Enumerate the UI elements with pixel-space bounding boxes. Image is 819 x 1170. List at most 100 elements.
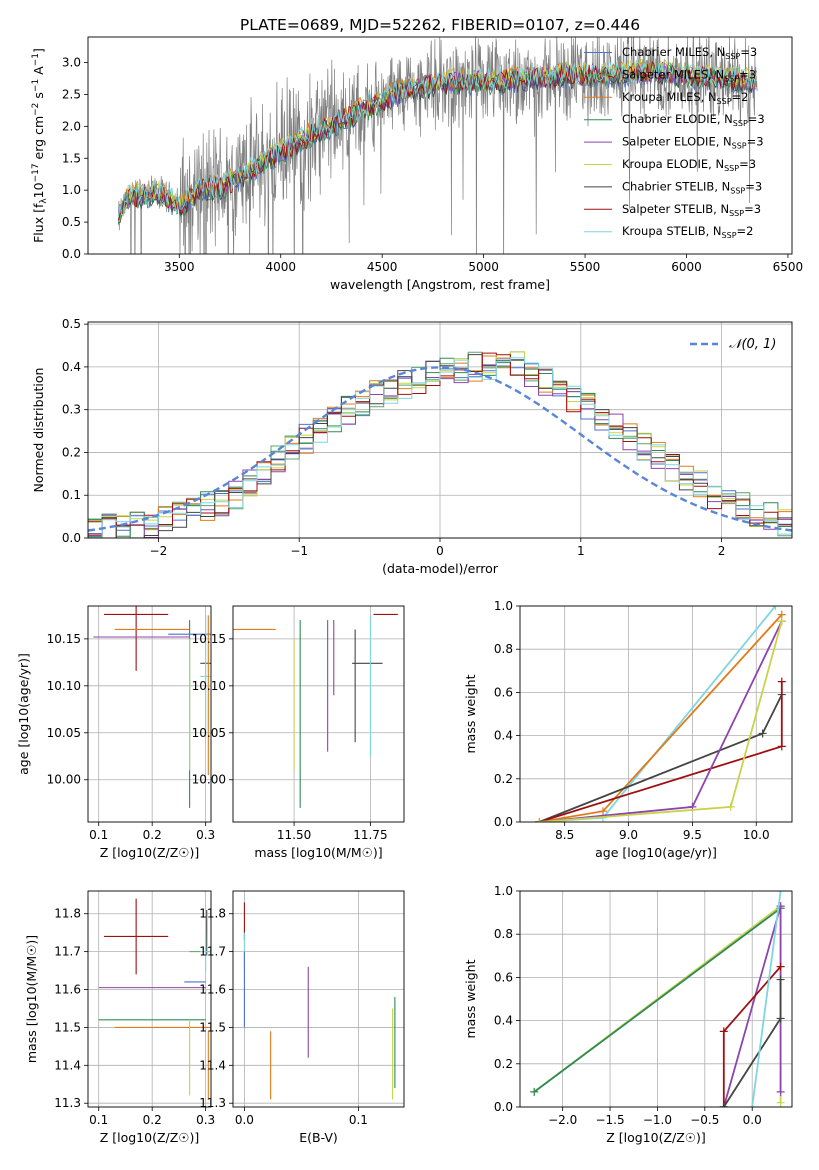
- data-point: [104, 606, 169, 671]
- legend-entry: Salpeter STELIB, NSSP=3: [622, 202, 761, 218]
- legend-entry: Kroupa MILES, NSSP=2: [622, 90, 748, 106]
- mass-weight-marker: [776, 1014, 785, 1023]
- y-tick-label: 11.5: [54, 1020, 81, 1034]
- spectrum-plot-area: [118, 37, 758, 254]
- x-tick-label: 4500: [367, 260, 398, 274]
- x-tick-label: 0.0: [235, 1113, 254, 1127]
- x-axis-label: Z [log10(Z/Z☉)]: [100, 1130, 200, 1145]
- spectrum-axes: 3500 4000 4500 5000 5500 6000 6500 0.0 0.5 1.0 1.5…: [31, 36, 803, 292]
- y-tick-label: 11.6: [199, 983, 226, 997]
- x-tick-label: 2: [718, 544, 726, 558]
- y-axis-label: mass weight: [463, 674, 478, 753]
- x-tick-label: 0.2: [143, 828, 162, 842]
- x-tick-label: 4000: [265, 260, 296, 274]
- residual-histogram-step: [88, 352, 792, 526]
- x-tick-label: 6000: [671, 260, 702, 274]
- mass-weight-marker: [777, 617, 786, 626]
- massweight-vs-metallicity-panel: −2.0 −1.5 −1.0 −0.5 0.0 0.0 0.2 0.4 0.6 0.8 1.0 Z […: [463, 884, 793, 1145]
- legend-entry: Chabrier STELIB, NSSP=3: [622, 179, 762, 195]
- y-tick-label: 0.0: [494, 1100, 513, 1114]
- y-tick-label: 1.5: [62, 151, 81, 165]
- y-tick-label: 1.0: [494, 884, 513, 898]
- mass-vs-metallicity-panel: 0.1 0.2 0.3 11.3 11.4 11.5 11.6 11.7 11.8 Z [log1…: [24, 890, 215, 1145]
- y-tick-label: 11.6: [54, 983, 81, 997]
- y-axis-label: Normed distribution: [31, 368, 46, 493]
- x-tick-label: 9.0: [619, 828, 638, 842]
- residuals-plot-area: [88, 351, 792, 538]
- y-tick-label: 0.0: [62, 531, 81, 545]
- x-tick-label: −1.5: [595, 1113, 624, 1127]
- mass-weight-marker: [748, 1103, 757, 1107]
- mass-weight-marker: [719, 1103, 728, 1107]
- x-tick-label: 11.50: [277, 828, 311, 842]
- mass-weight-marker: [777, 742, 786, 751]
- y-tick-label: 10.05: [192, 726, 226, 740]
- mass-weight-line: [539, 613, 783, 822]
- age_vs_mass-plot-area: [233, 613, 398, 808]
- y-axis-label: Flux [fλ10−17 erg cm−2 s−1 A−1]: [31, 48, 49, 243]
- mass-weight-marker: [776, 975, 785, 984]
- mass-weight-marker: [535, 818, 544, 822]
- y-axis-label: mass [log10(M/M☉)]: [24, 935, 39, 1063]
- age_vs_Z-plot-area: [93, 606, 211, 808]
- y-tick-label: 11.5: [199, 1020, 226, 1034]
- mass-weight-marker: [599, 807, 608, 816]
- massweight_vs_Z-frame: [519, 890, 793, 1108]
- y-tick-label: 11.4: [199, 1058, 226, 1072]
- x-axis-label: mass [log10(M/M☉)]: [254, 845, 382, 860]
- legend-entry: Chabrier MILES, NSSP=3: [622, 45, 757, 61]
- y-tick-label: 0.5: [62, 215, 81, 229]
- x-axis-label: E(B-V): [299, 1130, 338, 1145]
- mass_vs_Z-frame: [87, 890, 212, 1108]
- residuals-frame: [87, 321, 793, 539]
- x-tick-label: 5000: [468, 260, 499, 274]
- x-tick-label: 3500: [164, 260, 195, 274]
- x-axis-label: Z [log10(Z/Z☉)]: [606, 1130, 706, 1145]
- figure-title: PLATE=0689, MJD=52262, FIBERID=0107, z=0…: [240, 16, 640, 34]
- residual-histogram-panel: −2 −1 0 1 2 0.0 0.1 0.2 0.3 0.4 0.5 𝒩(0, 1) (data-mo…: [31, 317, 793, 576]
- legend-entry: Salpeter ELODIE, NSSP=3: [622, 135, 764, 151]
- x-tick-label: 10.0: [743, 828, 770, 842]
- x-axis-label: Z [log10(Z/Z☉)]: [100, 845, 200, 860]
- x-tick-label: 0.0: [743, 1113, 762, 1127]
- residual-histogram-step: [88, 357, 792, 538]
- massweight_vs_Z-axes: −2.0 −1.5 −1.0 −0.5 0.0 0.0 0.2 0.4 0.6 0.8 1.0 Z […: [463, 884, 793, 1145]
- x-axis-label: wavelength [Angstrom, rest frame]: [330, 277, 550, 292]
- x-tick-label: 5500: [570, 260, 601, 274]
- y-tick-label: 10.10: [192, 679, 226, 693]
- age_vs_Z-axes: 0.1 0.2 0.3 10.00 10.05 10.10 10.15 Z [log10(Z/…: [16, 605, 215, 860]
- x-tick-label: −2.0: [548, 1113, 577, 1127]
- y-tick-label: 0.8: [494, 927, 513, 941]
- mass-weight-line: [539, 620, 783, 822]
- mass-weight-marker: [776, 962, 785, 971]
- x-tick-label: 0.3: [196, 1113, 215, 1127]
- model-spectrum-line: [118, 61, 757, 221]
- y-tick-label: 2.0: [62, 119, 81, 133]
- x-tick-label: 0.2: [143, 1113, 162, 1127]
- y-tick-label: 0.2: [494, 772, 513, 786]
- legend-entry: Chabrier ELODIE, NSSP=3: [622, 112, 765, 128]
- y-tick-label: 11.4: [54, 1058, 81, 1072]
- mass_vs_Z-plot-area: [98, 898, 211, 1100]
- mass-weight-marker: [776, 1087, 785, 1096]
- y-tick-label: 0.6: [494, 685, 513, 699]
- age_vs_Z-grid: [88, 606, 211, 822]
- y-tick-label: 10.15: [47, 632, 81, 646]
- y-tick-label: 10.05: [47, 726, 81, 740]
- mass-weight-line: [751, 891, 782, 1107]
- normal-distribution-curve: [88, 366, 792, 532]
- y-tick-label: 0.3: [62, 403, 81, 417]
- x-tick-label: 0.1: [89, 828, 108, 842]
- y-tick-label: 11.7: [199, 945, 226, 959]
- mass_vs_ebv-plot-area: [243, 902, 396, 1100]
- y-tick-label: 0.0: [494, 815, 513, 829]
- legend-entry: Kroupa ELODIE, NSSP=3: [622, 157, 756, 173]
- age_vs_mass-frame: [232, 605, 405, 823]
- x-tick-label: 0.3: [196, 828, 215, 842]
- y-tick-label: 0.1: [62, 488, 81, 502]
- data-point: [200, 932, 211, 971]
- mass_vs_ebv-frame: [232, 890, 405, 1108]
- y-tick-label: 10.10: [47, 679, 81, 693]
- y-tick-label: 10.15: [192, 632, 226, 646]
